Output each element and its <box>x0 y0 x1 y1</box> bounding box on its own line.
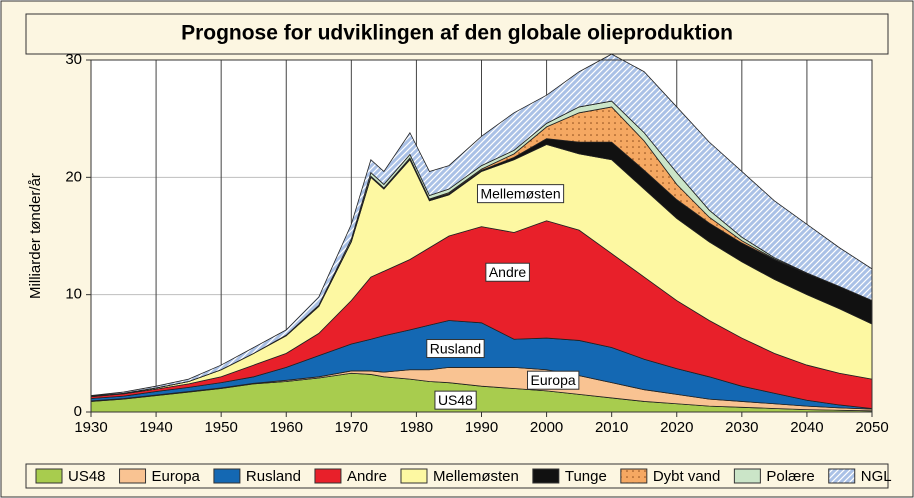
area-label: Rusland <box>430 341 481 357</box>
legend-swatch <box>314 468 342 484</box>
area-label: US48 <box>438 392 473 408</box>
legend-label: NGL <box>861 468 892 485</box>
x-tick-label: 2000 <box>530 419 563 436</box>
y-tick-label: 0 <box>74 403 82 420</box>
area-label-box <box>527 370 580 390</box>
x-tick-label: 2010 <box>595 419 628 436</box>
y-tick-label: 30 <box>65 51 82 68</box>
area-label: Mellemøsten <box>480 186 560 202</box>
area-label-box <box>476 184 565 204</box>
legend-label: Tunge <box>565 468 607 485</box>
x-tick-label: 1940 <box>139 419 172 436</box>
y-tick-label: 20 <box>65 168 82 185</box>
legend-label: Andre <box>347 468 387 485</box>
x-tick-label: 1930 <box>74 419 107 436</box>
x-tick-label: 2020 <box>660 419 693 436</box>
legend-label: Mellemøsten <box>433 468 519 485</box>
legend-swatch <box>400 468 428 484</box>
x-tick-label: 1990 <box>465 419 498 436</box>
legend-swatch <box>213 468 241 484</box>
title-box <box>25 13 889 55</box>
legend-label: Dybt vand <box>653 468 721 485</box>
area-label-box <box>485 262 530 282</box>
legend-label: Rusland <box>246 468 301 485</box>
legend-swatch <box>119 468 147 484</box>
x-tick-label: 2050 <box>855 419 888 436</box>
area-label: Europa <box>531 372 576 388</box>
legend-swatch <box>733 468 761 484</box>
area-label-box <box>434 390 477 410</box>
legend-label: Europa <box>152 468 201 485</box>
chart-title: Prognose for udviklingen af den globale … <box>181 22 733 45</box>
legend-swatch <box>532 468 560 484</box>
x-tick-label: 2030 <box>725 419 758 436</box>
y-axis-label: Milliarder tønder/år <box>27 173 44 299</box>
x-tick-label: 1970 <box>335 419 368 436</box>
area-label-box <box>426 339 485 359</box>
legend-swatch <box>35 468 63 484</box>
x-tick-label: 1950 <box>204 419 237 436</box>
legend-label: Polære <box>766 468 814 485</box>
x-tick-label: 1960 <box>270 419 303 436</box>
y-tick-label: 10 <box>65 286 82 303</box>
legend-swatch <box>828 468 856 484</box>
legend-swatch <box>620 468 648 484</box>
area-label: Andre <box>489 264 527 280</box>
x-tick-label: 2040 <box>790 419 823 436</box>
legend-label: US48 <box>68 468 106 485</box>
x-tick-label: 1980 <box>400 419 433 436</box>
